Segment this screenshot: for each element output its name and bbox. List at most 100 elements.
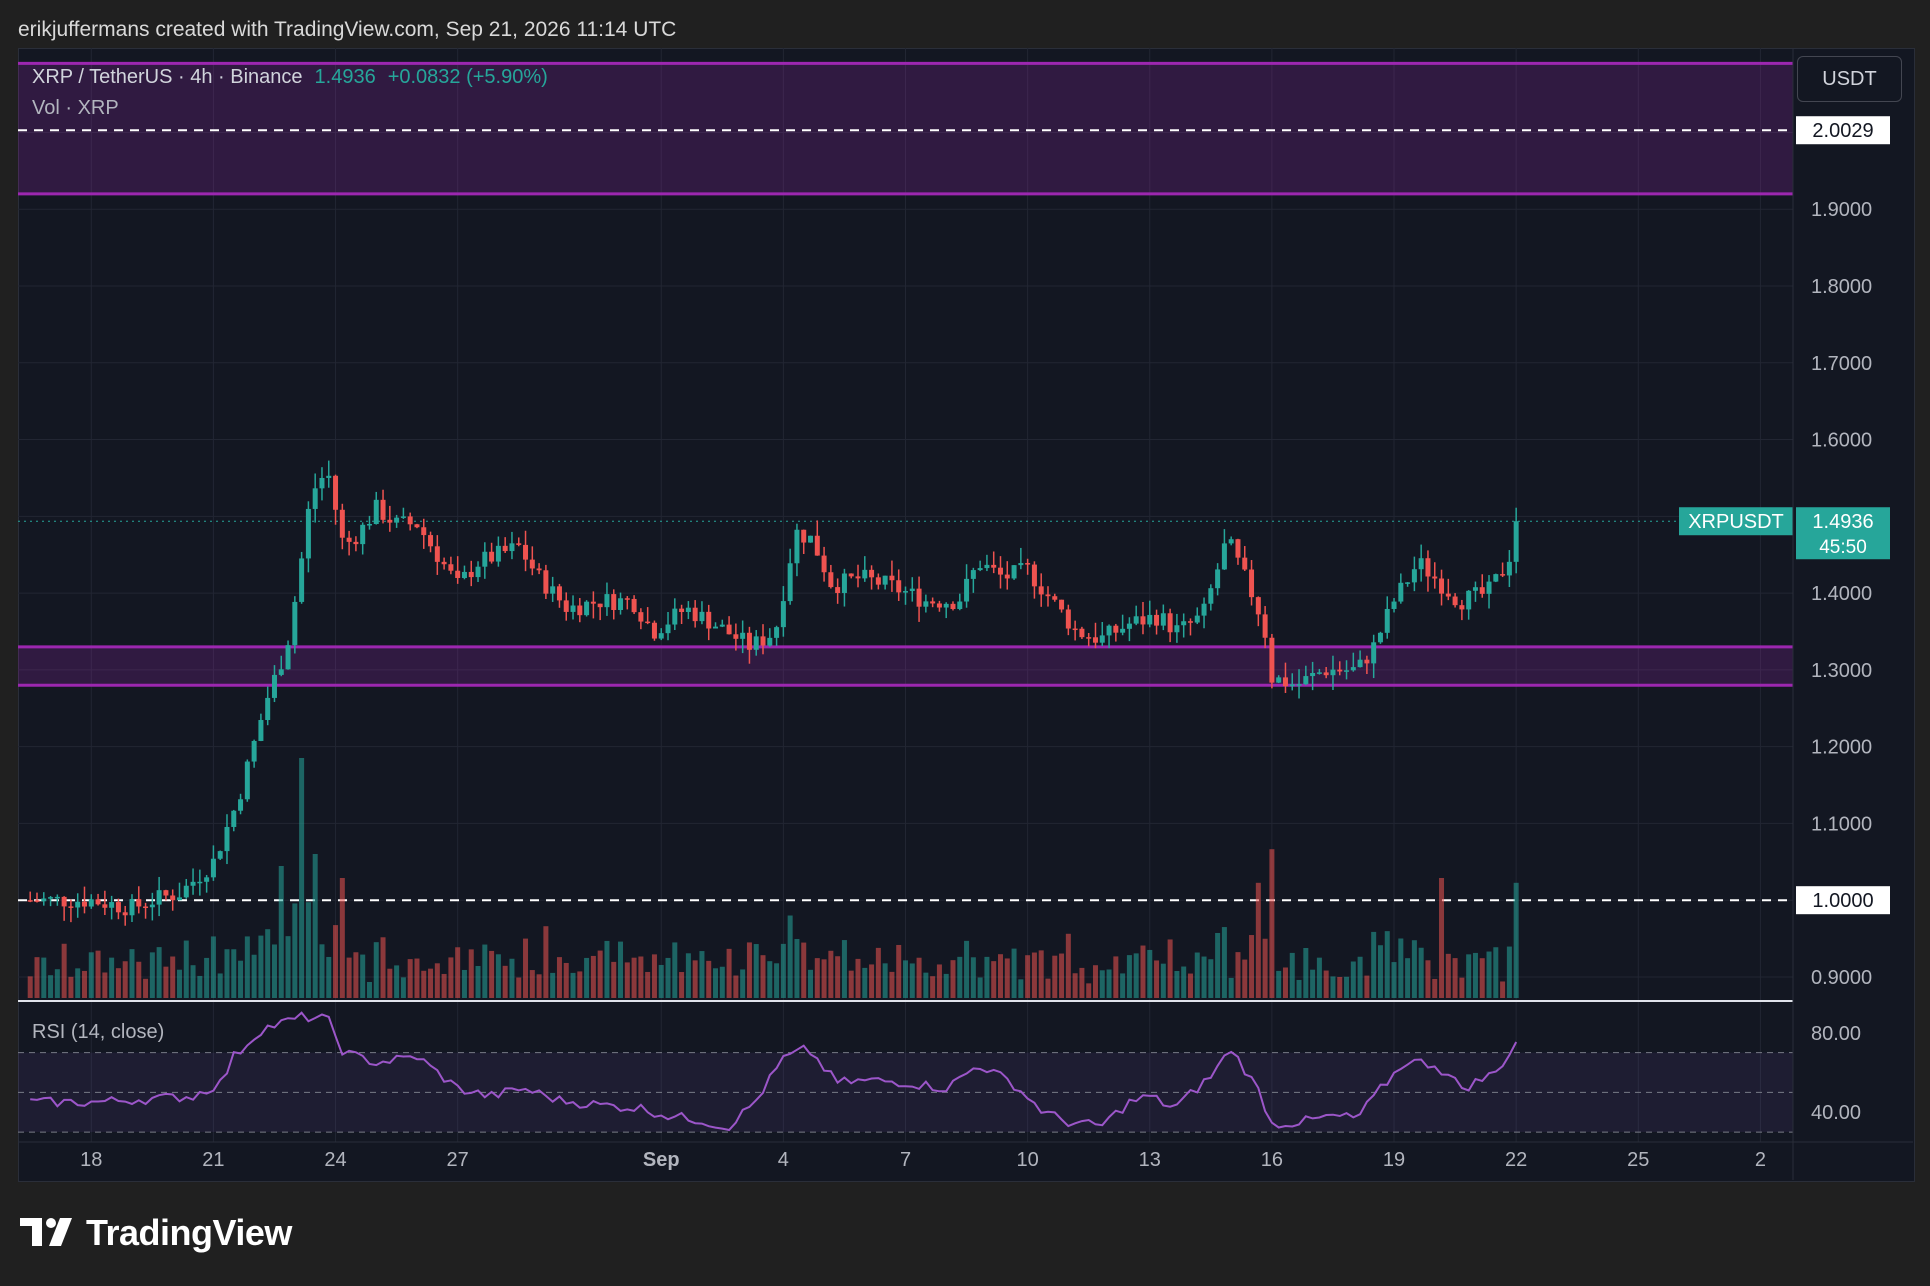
volume-bar bbox=[550, 972, 556, 998]
candle-body bbox=[502, 545, 508, 552]
volume-bar bbox=[346, 957, 352, 998]
candle-body bbox=[265, 697, 271, 721]
candle-body bbox=[1452, 596, 1458, 606]
candle-body bbox=[394, 517, 400, 523]
candle-body bbox=[75, 901, 81, 908]
volume-bar bbox=[305, 902, 311, 998]
volume-bar bbox=[658, 964, 664, 998]
volume-bar bbox=[1255, 882, 1261, 998]
candle-body bbox=[1459, 605, 1465, 610]
candle-body bbox=[360, 524, 366, 545]
candle-body bbox=[814, 535, 820, 556]
volume-bar bbox=[584, 957, 590, 998]
candle-body bbox=[997, 567, 1003, 575]
volume-bar bbox=[224, 949, 230, 998]
volume-bar bbox=[645, 971, 651, 998]
volume-bar bbox=[170, 956, 176, 998]
volume-bar bbox=[265, 929, 271, 998]
volume-bar bbox=[190, 965, 196, 998]
candle-body bbox=[1282, 677, 1288, 687]
candle-body bbox=[271, 674, 277, 698]
volume-bar bbox=[1167, 939, 1173, 998]
volume-bar bbox=[1418, 947, 1424, 998]
volume-bar bbox=[1371, 931, 1377, 998]
symbol-info[interactable]: XRP / TetherUS · 4h · Binance bbox=[32, 66, 303, 88]
candle-body bbox=[434, 546, 440, 562]
candle-body bbox=[231, 810, 237, 827]
currency-button[interactable]: USDT bbox=[1797, 56, 1902, 102]
volume-bar bbox=[495, 954, 501, 998]
volume-bar bbox=[570, 972, 576, 998]
candle-body bbox=[1316, 672, 1322, 674]
volume-bar bbox=[1031, 952, 1037, 998]
volume-bar bbox=[1011, 948, 1017, 998]
price-axis-label: 2.0029 bbox=[1812, 120, 1873, 142]
candle-body bbox=[278, 669, 284, 675]
price-axis-label: 1.9000 bbox=[1811, 199, 1872, 221]
volume-bar bbox=[109, 957, 115, 998]
chart-legend: XRP / TetherUS · 4h · Binance 1.4936 +0.… bbox=[32, 66, 548, 89]
candle-body bbox=[882, 575, 888, 585]
volume-bar bbox=[373, 942, 379, 998]
candle-body bbox=[217, 851, 223, 859]
candle-body bbox=[699, 611, 705, 622]
candle-body bbox=[102, 904, 108, 908]
candle-body bbox=[509, 543, 515, 552]
volume-bar bbox=[706, 960, 712, 998]
candle-body bbox=[1337, 669, 1343, 672]
candle-body bbox=[1235, 539, 1241, 558]
volume-bar bbox=[597, 950, 603, 998]
volume-bar bbox=[326, 956, 332, 998]
candle-body bbox=[618, 598, 624, 611]
price-axis-label: 1.1000 bbox=[1811, 813, 1872, 835]
volume-bar bbox=[1133, 953, 1139, 998]
volume-bar bbox=[197, 975, 203, 998]
price-tag bbox=[1796, 507, 1890, 560]
candle-body bbox=[299, 558, 305, 602]
candle-body bbox=[34, 900, 40, 902]
candle-body bbox=[366, 523, 372, 526]
volume-bar bbox=[950, 960, 956, 998]
price-axis-label: 1.7000 bbox=[1811, 353, 1872, 375]
candle-body bbox=[461, 571, 467, 578]
volume-bar bbox=[312, 854, 318, 998]
volume-bar bbox=[1160, 963, 1166, 998]
volume-bar bbox=[400, 977, 406, 998]
candle-body bbox=[204, 877, 210, 882]
volume-bar bbox=[767, 961, 773, 998]
rsi-label[interactable]: RSI (14, close) bbox=[32, 1021, 165, 1043]
volume-bar bbox=[1384, 931, 1390, 998]
volume-bar bbox=[529, 970, 535, 998]
volume-label[interactable]: Vol · XRP bbox=[32, 97, 119, 119]
volume-bar bbox=[1140, 945, 1146, 998]
volume-bar bbox=[1120, 973, 1126, 998]
candle-body bbox=[631, 598, 637, 613]
volume-bar bbox=[183, 940, 189, 998]
candle-body bbox=[54, 896, 60, 899]
candle-body bbox=[1432, 576, 1438, 579]
volume-bar bbox=[746, 942, 752, 998]
volume-bar bbox=[489, 950, 495, 998]
candle-body bbox=[794, 529, 800, 564]
volume-bar bbox=[251, 954, 257, 998]
volume-bar bbox=[780, 943, 786, 998]
candle-body bbox=[1364, 659, 1370, 664]
time-axis-label: 7 bbox=[900, 1149, 911, 1171]
candle-body bbox=[61, 896, 67, 907]
candle-body bbox=[1357, 659, 1363, 668]
candle-body bbox=[319, 477, 325, 489]
time-axis-label: 24 bbox=[324, 1149, 346, 1171]
volume-bar bbox=[536, 974, 542, 998]
volume-bar bbox=[1310, 969, 1316, 998]
candle-body bbox=[658, 633, 664, 639]
volume-bar bbox=[1201, 956, 1207, 998]
volume-bar bbox=[1025, 955, 1031, 998]
volume-bar bbox=[81, 970, 87, 998]
candle-body bbox=[556, 586, 562, 601]
volume-bar bbox=[1330, 976, 1336, 998]
candle-body bbox=[1011, 565, 1017, 579]
candle-body bbox=[238, 799, 244, 811]
volume-bar bbox=[882, 963, 888, 998]
candle-body bbox=[536, 568, 542, 571]
